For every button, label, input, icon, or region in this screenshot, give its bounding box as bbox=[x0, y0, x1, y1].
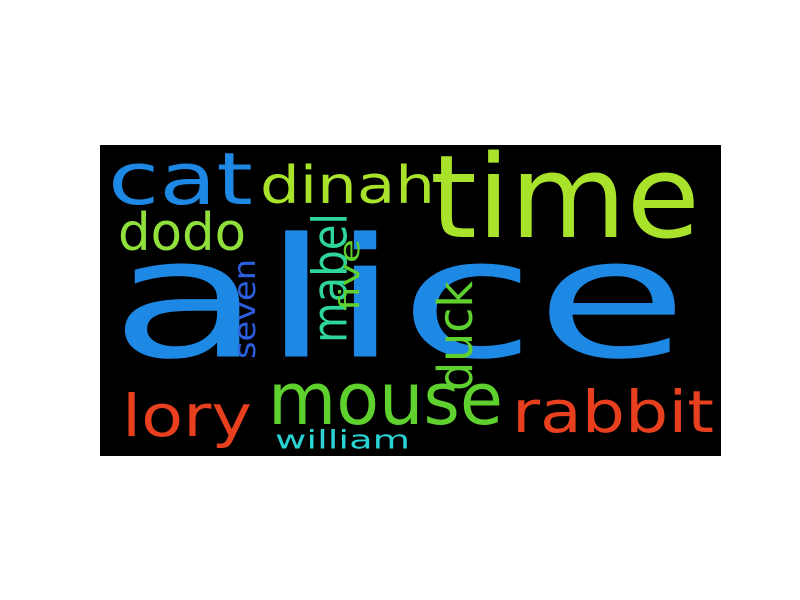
word-william: william bbox=[275, 424, 410, 456]
word-time: time bbox=[430, 145, 700, 265]
word-dodo: dodo bbox=[118, 203, 246, 263]
word-mouse: mouse bbox=[268, 357, 503, 441]
word-dinah: dinah bbox=[260, 156, 435, 216]
word-rabbit: rabbit bbox=[512, 378, 714, 446]
word-cat: cat bbox=[108, 145, 253, 221]
word-five: five bbox=[333, 239, 366, 311]
word-lory: lory bbox=[122, 382, 252, 450]
word-cloud: alice time cat dinah dodo mouse rabbit l… bbox=[100, 145, 721, 456]
word-seven: seven bbox=[228, 259, 263, 359]
word-alice: alice bbox=[110, 202, 688, 397]
word-duck: duck bbox=[428, 281, 484, 391]
